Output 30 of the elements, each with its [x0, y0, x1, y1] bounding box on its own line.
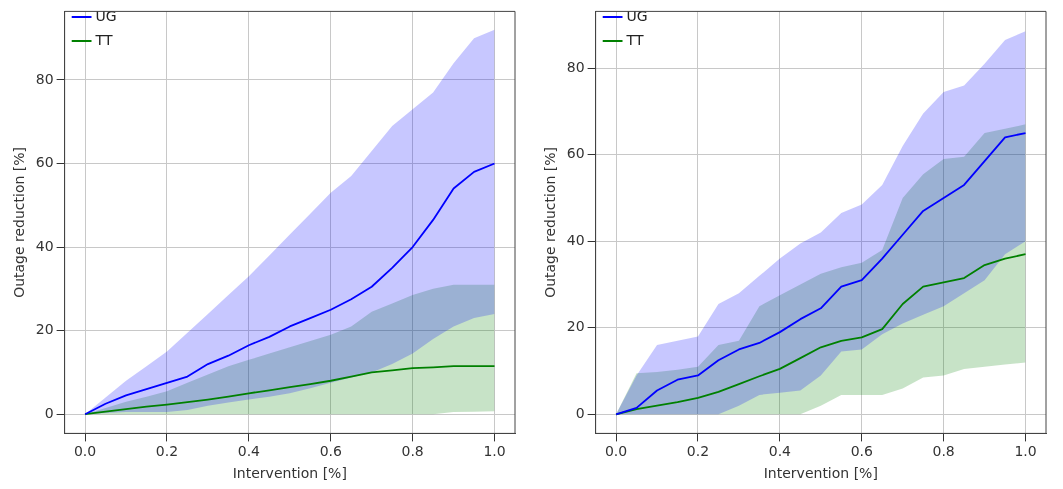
x-tick-label: 0.4	[768, 443, 792, 460]
legend-label: UG	[95, 7, 117, 24]
x-tick-label: 0.6	[319, 443, 342, 460]
x-tick-label: 0.0	[604, 443, 628, 460]
x-tick-label: 0.8	[401, 443, 424, 460]
x-tick-label: 0.6	[850, 443, 873, 460]
x-tick-label: 0.0	[73, 443, 97, 460]
x-tick-label: 0.2	[686, 443, 710, 460]
legend-label: TT	[94, 31, 113, 48]
x-tick-label: 1.0	[1014, 443, 1037, 460]
x-axis-title: Intervention [%]	[232, 465, 347, 482]
y-tick-label: 60	[566, 145, 585, 162]
y-tick-label: 80	[566, 58, 585, 75]
y-axis-title: Outage reduction [%]	[11, 146, 28, 298]
y-tick-label: 80	[35, 70, 54, 87]
x-tick-label: 0.8	[932, 443, 955, 460]
y-tick-label: 40	[566, 231, 585, 248]
y-tick-label: 20	[566, 318, 585, 335]
y-tick-label: 0	[44, 404, 54, 421]
legend-label: UG	[626, 7, 648, 24]
y-axis-title: Outage reduction [%]	[542, 146, 559, 298]
y-tick-label: 20	[35, 321, 54, 338]
x-tick-label: 0.4	[237, 443, 261, 460]
y-tick-label: 0	[575, 405, 585, 421]
x-axis-title: Intervention [%]	[763, 465, 878, 482]
legend-label: TT	[625, 31, 644, 48]
y-tick-label: 40	[35, 237, 54, 254]
x-tick-label: 0.2	[155, 443, 179, 460]
y-tick-label: 60	[35, 154, 54, 171]
x-tick-label: 1.0	[483, 443, 506, 460]
